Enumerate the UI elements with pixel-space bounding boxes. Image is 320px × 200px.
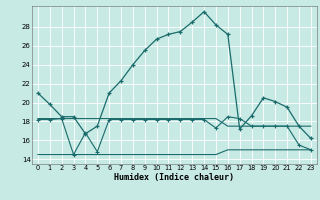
- X-axis label: Humidex (Indice chaleur): Humidex (Indice chaleur): [115, 173, 234, 182]
